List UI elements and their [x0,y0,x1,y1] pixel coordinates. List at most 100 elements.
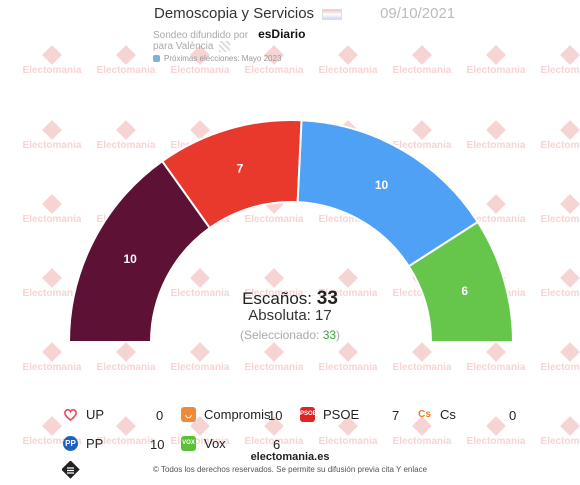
watermark-mark: Electomania [245,268,304,299]
compromis-icon: ◡ [181,407,196,422]
footer: electomania.es © Todos los derechos rese… [0,451,580,474]
svg-text:Electomania: Electomania [97,65,156,76]
watermark-mark: Electomania [393,45,452,76]
watermark-mark: Electomania [467,120,526,151]
spread-label: Sondeo difundido por [153,30,249,41]
region-label: para València [153,41,214,53]
svg-text:Electomania: Electomania [97,140,156,151]
svg-text:Electomania: Electomania [467,436,526,447]
svg-text:Electomania: Electomania [245,214,304,225]
watermark-mark: Electomania [97,416,156,447]
svg-text:Electomania: Electomania [393,140,452,151]
legend-value-vox: 6 [273,437,281,452]
watermark-mark: Electomania [245,342,304,373]
pollster-name: Demoscopia y Servicios [154,5,315,22]
watermark-mark: Electomania [541,342,580,373]
svg-text:Electomania: Electomania [245,65,304,76]
watermark-mark: Electomania [171,342,230,373]
svg-text:Electomania: Electomania [319,214,378,225]
svg-text:Electomania: Electomania [541,214,580,225]
watermark-mark: Electomania [23,268,82,299]
watermark-mark: Electomania [97,342,156,373]
watermark-mark: Electomania [467,342,526,373]
selected-value: 33 [322,328,337,342]
svg-text:Electomania: Electomania [541,436,580,447]
svg-text:Electomania: Electomania [467,362,526,373]
selected: (Seleccionado: 33) [239,328,341,342]
svg-text:Electomania: Electomania [245,288,304,299]
pp-icon: PP [63,436,78,451]
legend-item-vox: VOX Vox [181,436,226,451]
svg-text:Electomania: Electomania [393,436,452,447]
svg-text:Electomania: Electomania [319,288,378,299]
svg-text:Electomania: Electomania [541,362,580,373]
legend-value-compromis: 10 [268,408,283,423]
subtitle-region: para València [153,41,231,53]
watermark-mark: Electomania [467,45,526,76]
majority-value: 17 [315,307,332,324]
watermark-mark: Electomania [319,342,378,373]
svg-text:Electomania: Electomania [171,436,230,447]
svg-text:Electomania: Electomania [319,65,378,76]
watermark-mark: Electomania [467,416,526,447]
majority-label: Absoluta: [248,307,311,324]
legend-value-pp: 10 [150,437,165,452]
selected-label: Seleccionado: [243,328,320,342]
svg-text:Electomania: Electomania [171,65,230,76]
seats-label: Escaños: [242,289,313,308]
legend-item-up: UP [63,407,104,422]
watermark-mark: Electomania [541,268,580,299]
seats-total: Escaños: 33 [190,288,390,310]
seat-label-compromis: 7 [237,161,244,175]
svg-text:Electomania: Electomania [393,362,452,373]
svg-text:Electomania: Electomania [245,436,304,447]
electomania-logo-icon [62,461,80,479]
svg-text:Electomania: Electomania [393,65,452,76]
footer-site: electomania.es [250,451,330,463]
legend-name: Cs [440,407,456,422]
legend-item-psoe: PSOE PSOE [300,407,359,422]
svg-text:Electomania: Electomania [467,140,526,151]
watermark-mark: Electomania [319,45,378,76]
poll-date: 09/10/2021 [380,5,456,22]
watermark-mark: Electomania [467,194,526,225]
svg-text:Electomania: Electomania [23,362,82,373]
legend-name: PP [86,436,104,451]
seats-value: 33 [316,288,338,309]
watermark-mark: Electomania [393,416,452,447]
watermark-mark: Electomania [245,45,304,76]
watermark-mark: Electomania [541,416,580,447]
svg-text:Electomania: Electomania [541,288,580,299]
svg-text:Electomania: Electomania [467,65,526,76]
legend-value-up: 0 [156,408,164,423]
seat-label-psoe: 10 [375,178,389,192]
ballot-icon [153,55,160,63]
svg-text:Electomania: Electomania [97,362,156,373]
media-name: esDiario [258,27,306,41]
legend-item-compromis: ◡ Compromis [181,407,270,422]
watermark-mark: Electomania [97,120,156,151]
seat-segment-vox [407,220,515,343]
svg-text:Electomania: Electomania [23,436,82,447]
vox-icon: VOX [181,436,196,451]
svg-text:Electomania: Electomania [171,288,230,299]
watermark-mark: Electomania [319,268,378,299]
svg-text:Electomania: Electomania [467,214,526,225]
watermark-mark: Electomania [393,342,452,373]
svg-text:Electomania: Electomania [319,436,378,447]
seat-label-up: 10 [123,252,137,266]
watermark-mark: Electomania [23,342,82,373]
svg-text:Electomania: Electomania [171,362,230,373]
pollster-logo [322,8,343,20]
svg-text:Electomania: Electomania [541,65,580,76]
up-heart-icon [63,407,78,422]
svg-text:Electomania: Electomania [97,436,156,447]
legend-name: UP [86,407,105,422]
watermark-mark: Electomania [171,268,230,299]
legend-name: Compromis [204,407,271,422]
svg-text:Electomania: Electomania [319,362,378,373]
svg-text:Electomania: Electomania [23,288,82,299]
seat-label-vox: 6 [461,284,468,298]
